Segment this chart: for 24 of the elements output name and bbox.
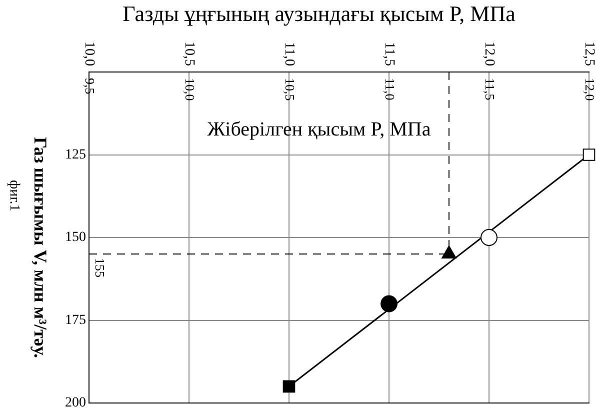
ref-line-label: 155 — [92, 258, 108, 278]
x2-tick-label: 10,0 — [182, 78, 198, 101]
y-tick-label: 150 — [65, 230, 86, 246]
x2-tick-label: 12,0 — [582, 78, 598, 101]
x-tick-label: 10,5 — [181, 42, 196, 66]
x2-tick-label: 11,0 — [382, 78, 398, 100]
x2-axis-title: Жіберілген қысым P, МПа — [207, 118, 431, 140]
x-tick-label: 11,0 — [281, 42, 296, 66]
text: фиг.1 — [6, 180, 22, 212]
x-axis-title: Газды ұңғының аузындағы қысым P, МПа — [122, 0, 516, 26]
point — [380, 295, 398, 312]
y-tick-label: 175 — [65, 312, 86, 328]
point — [282, 380, 296, 393]
x2-tick-label: 10,5 — [282, 78, 298, 101]
y-tick-label: 125 — [65, 147, 86, 162]
x-tick-label: 12,0 — [481, 42, 496, 66]
x-tick-label: 10,0 — [81, 42, 96, 66]
y-tick-label: 200 — [65, 396, 86, 411]
point — [582, 148, 596, 161]
x-tick-label: 12,5 — [581, 42, 596, 66]
x-tick-label: 11,5 — [381, 42, 396, 66]
x2-tick-label: 11,5 — [482, 78, 498, 100]
point — [480, 229, 498, 246]
y-axis-title: Газ шығымы V, млн м³/тәу. — [30, 137, 50, 358]
